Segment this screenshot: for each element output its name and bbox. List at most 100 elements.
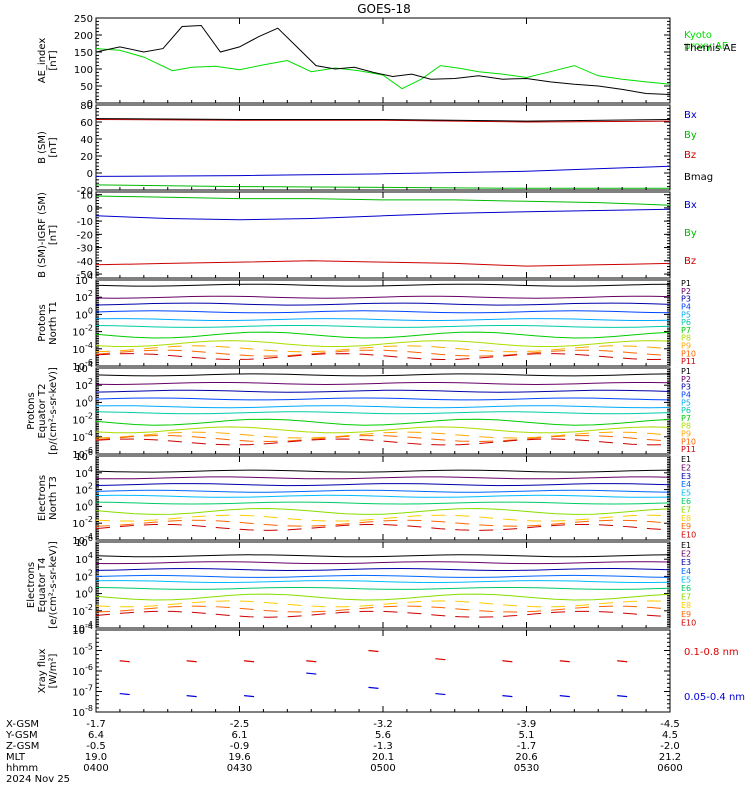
y-tick-label: 0 [87, 169, 93, 180]
x-row-label: Z-GSM [6, 741, 39, 752]
y-tick-exponent: 0 [88, 394, 93, 403]
y-tick-label: -20 [77, 186, 93, 197]
channel-line [95, 489, 671, 493]
channel-line [95, 501, 671, 505]
channel-label: E2 [681, 463, 691, 472]
legend-label: Bz [684, 150, 696, 161]
channel-label: E6 [681, 584, 691, 593]
y-axis-label: [nT] [48, 137, 59, 157]
channel-label: P3 [681, 295, 691, 304]
y-tick-exponent: -6 [85, 358, 93, 367]
channel-label: E4 [681, 480, 691, 489]
channel-line [95, 587, 671, 590]
y-tick-exponent: -5 [85, 643, 93, 652]
y-tick-exponent: -2 [85, 515, 93, 524]
channel-label: E1 [681, 541, 691, 550]
y-tick-label: -30 [77, 244, 93, 255]
xray-mark [617, 660, 628, 663]
y-axis-label: Protons [26, 392, 37, 429]
y-axis-label: [p/(cm²-s-sr-keV)] [48, 367, 59, 455]
channel-line [95, 405, 671, 409]
y-axis-label: Electrons [26, 562, 37, 608]
channel-line [95, 554, 671, 558]
y-tick-exponent: 2 [88, 377, 93, 386]
channel-label: P11 [681, 357, 696, 366]
series-line [95, 24, 671, 95]
channel-label: P8 [681, 422, 691, 431]
channel-label: E3 [681, 472, 691, 481]
channel-line [95, 507, 671, 515]
y-tick-label: 104 [75, 551, 93, 566]
y-tick-label: 10-2 [72, 603, 93, 618]
channel-line [95, 438, 671, 446]
channel-line [95, 340, 671, 347]
xray-mark [306, 672, 317, 675]
channel-label: P9 [681, 430, 691, 439]
y-tick-exponent: -6 [85, 663, 93, 672]
channel-label: E5 [681, 575, 691, 584]
y-tick-label: 0 [87, 99, 93, 110]
x-row-value: 19.6 [228, 752, 250, 763]
legend-label: Bx [684, 200, 697, 211]
y-tick-label: 10-4 [72, 341, 93, 356]
xray-mark [559, 695, 570, 698]
channel-label: E9 [681, 610, 691, 619]
channel-line [95, 302, 671, 306]
xray-mark [559, 660, 570, 663]
channel-line [95, 494, 671, 498]
y-tick-label: 0 [87, 204, 93, 215]
x-row-value: -0.5 [86, 741, 106, 752]
y-tick-label: 102 [75, 377, 93, 392]
x-row-value: 20.6 [515, 752, 537, 763]
y-tick-exponent: 2 [88, 568, 93, 577]
y-tick-label: 102 [75, 568, 93, 583]
series-line [95, 48, 671, 90]
y-axis-label: AE_index [37, 38, 48, 84]
channel-label: P9 [681, 342, 691, 351]
x-row-value: -1.3 [373, 741, 393, 752]
x-row-value: -1.7 [517, 741, 537, 752]
panel-frame [95, 455, 671, 541]
y-tick-label: -40 [77, 257, 93, 268]
y-tick-label: 80 [80, 101, 93, 112]
channel-line [95, 389, 671, 393]
channel-label: E8 [681, 601, 691, 610]
channel-label: E2 [681, 550, 691, 559]
time-axis: X-GSM -1.7 -2.5 -3.2 -3.9 -4.5 Y-GSM 6.4 6.1 5.6 5… [5, 18, 683, 785]
y-tick-exponent: 2 [88, 289, 93, 298]
x-row-value: 19.0 [85, 752, 107, 763]
y-tick-exponent: 6 [88, 448, 93, 457]
channel-label: P2 [681, 375, 691, 384]
xray-mark [244, 660, 255, 663]
y-tick-label: 102 [75, 289, 93, 304]
x-row-value: -3.2 [373, 719, 393, 730]
panel-frame [95, 104, 671, 191]
x-row-value: 0600 [657, 763, 682, 774]
y-tick-exponent: 4 [88, 360, 93, 369]
xray-mark [368, 686, 379, 689]
x-row-value: 5.1 [519, 730, 535, 741]
channel-line [95, 431, 671, 439]
channel-line [95, 593, 671, 601]
y-tick-label: 10-5 [72, 643, 93, 658]
y-tick-exponent: -4 [85, 341, 93, 350]
xray-mark [435, 658, 446, 661]
x-row-value: -2.5 [230, 719, 250, 730]
series-line [95, 165, 671, 177]
channel-line [95, 574, 671, 578]
channel-line [95, 353, 671, 361]
channel-label: E8 [681, 514, 691, 523]
panel-3: -50 -40 -30 -20 -10 0 10 B (SM)-IGRF (SM) [nT] Bx… [37, 191, 697, 281]
xray-mark [502, 660, 513, 663]
channel-label: E10 [681, 531, 696, 540]
series-line [95, 260, 671, 267]
x-row-value: 6.4 [88, 730, 104, 741]
y-tick-exponent: -4 [85, 622, 93, 631]
y-axis-label: Electrons [37, 475, 48, 521]
series-line [95, 119, 671, 123]
legend-label: By [684, 130, 697, 141]
xray-mark [435, 692, 446, 696]
